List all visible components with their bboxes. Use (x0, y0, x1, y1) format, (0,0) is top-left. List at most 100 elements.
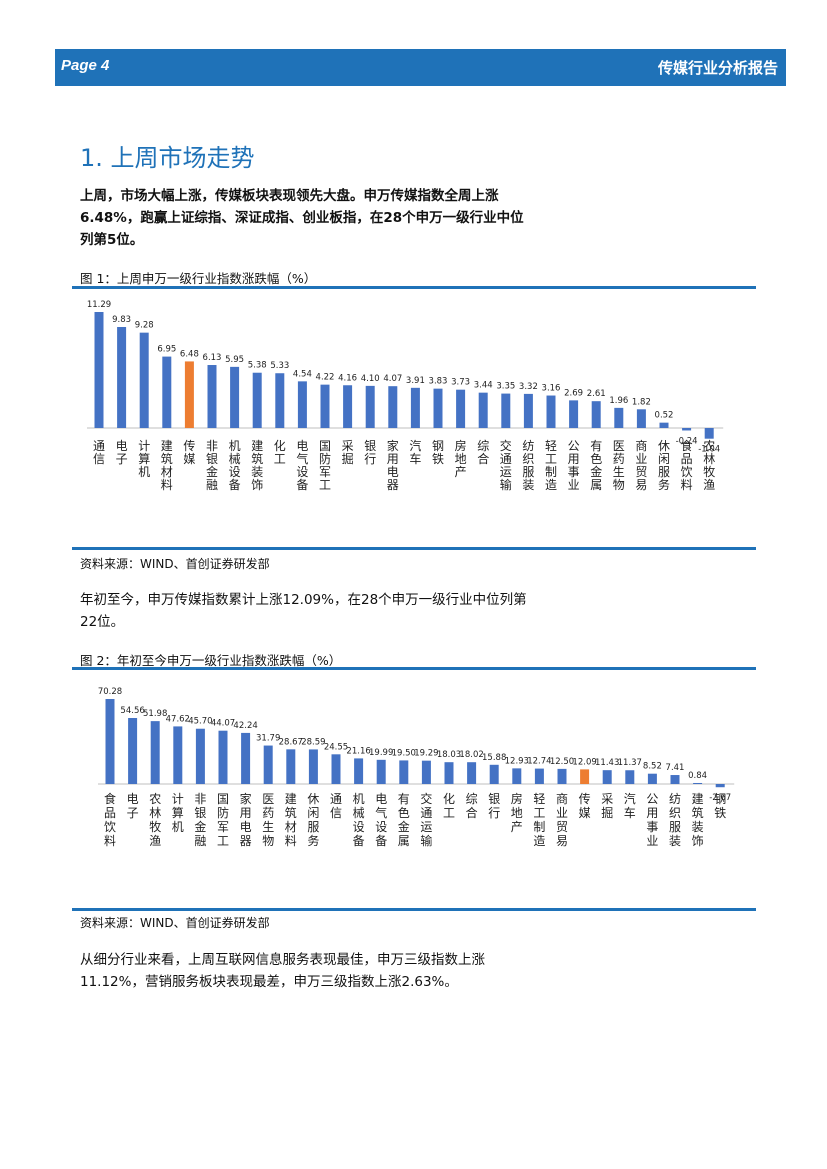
category-label-char: 装 (251, 465, 263, 479)
data-label: 4.07 (383, 374, 402, 384)
category-label-char: 业 (556, 806, 568, 820)
category-label-char: 料 (104, 834, 116, 848)
category-label-char: 筑 (251, 451, 263, 466)
data-label: 1.82 (632, 397, 651, 407)
bar-计算机 (139, 332, 149, 428)
category-label-char: 掘 (342, 451, 354, 466)
category-label-char: 军 (319, 465, 331, 479)
bar-电气设备 (297, 381, 307, 428)
category-label-char: 造 (545, 478, 557, 492)
category-label-char: 品 (104, 806, 116, 820)
category-label-char: 电 (375, 792, 387, 806)
category-label-char: 易 (635, 478, 647, 492)
data-label: 18.02 (459, 750, 483, 760)
category-label-char: 媒 (579, 806, 591, 820)
category-label-char: 制 (533, 820, 545, 834)
bar-公用事业 (647, 773, 657, 784)
bar-公用事业 (569, 400, 579, 428)
data-label: 1.96 (609, 396, 628, 406)
category-label-char: 器 (387, 478, 399, 492)
data-label: 54.56 (120, 706, 144, 716)
category-label-char: 子 (127, 806, 139, 820)
category-label-char: 工 (319, 478, 331, 492)
category-label-char: 属 (398, 834, 410, 848)
category-label-char: 行 (488, 806, 500, 820)
category-label-char: 用 (646, 806, 658, 820)
category-label-char: 电 (116, 439, 128, 453)
category-label-char: 通 (500, 452, 512, 466)
data-label: 19.99 (369, 748, 393, 758)
bar-休闲服务 (308, 749, 318, 784)
category-label-char: 金 (194, 819, 206, 834)
category-label-char: 食 (681, 438, 693, 453)
bar-汽车 (410, 387, 420, 428)
category-label-char: 林 (149, 806, 161, 820)
figure1-chart: 11.29通信9.83电子9.28计算机6.95建筑材料6.48传媒6.13非银… (87, 300, 724, 492)
category-label-char: 业 (635, 452, 647, 466)
category-label-char: 交 (500, 438, 512, 453)
category-label-char: 银 (488, 792, 500, 806)
category-label-char: 轻 (545, 439, 557, 453)
category-label-char: 家 (387, 438, 399, 453)
category-label-char: 化 (274, 439, 286, 453)
category-label-char: 公 (568, 439, 580, 453)
data-label: 19.29 (414, 749, 438, 759)
category-label-char: 工 (217, 834, 229, 848)
category-label-char: 闲 (307, 806, 319, 820)
category-label-char: 设 (229, 465, 241, 479)
report-title: 传媒行业分析报告 (657, 59, 778, 77)
category-label-char: 合 (477, 451, 489, 466)
category-label-char: 计 (172, 792, 184, 806)
category-label-char: 子 (116, 452, 128, 466)
category-label-char: 商 (556, 791, 568, 806)
data-label: 28.67 (279, 737, 303, 747)
category-label-char: 筑 (692, 805, 704, 820)
bar-通信 (94, 312, 104, 428)
category-label-char: 材 (285, 820, 297, 834)
figure2-bottom-rule (72, 908, 756, 911)
category-label-char: 交 (420, 791, 432, 806)
bar-机械设备 (230, 366, 240, 428)
data-label: 9.28 (135, 321, 154, 331)
data-label: 8.52 (643, 762, 662, 772)
category-label-char: 贸 (635, 465, 647, 479)
category-label-char: 钢 (714, 792, 726, 806)
category-label-char: 备 (229, 478, 241, 492)
category-label-char: 房 (455, 438, 467, 453)
data-label: 2.61 (587, 389, 606, 399)
bar-医药生物 (263, 745, 273, 784)
category-label-char: 非 (206, 439, 218, 453)
bar-农林牧渔 (704, 428, 714, 439)
category-label-char: 饮 (104, 820, 116, 834)
category-label-char: 轻 (533, 792, 545, 806)
figure2-source: 资料来源：WIND、首创证券研发部 (80, 916, 270, 930)
category-label-char: 制 (545, 465, 557, 479)
category-label-char: 业 (646, 834, 658, 848)
category-label-char: 家 (240, 791, 252, 806)
category-label-char: 饮 (681, 465, 693, 479)
category-label-char: 备 (296, 478, 308, 492)
data-label: 15.88 (482, 753, 506, 763)
category-label-char: 综 (477, 439, 489, 453)
category-label-char: 设 (375, 820, 387, 834)
data-label: 12.50 (550, 757, 574, 767)
category-label-char: 合 (466, 805, 478, 820)
category-label-char: 电 (296, 439, 308, 453)
data-label: 70.28 (98, 687, 122, 697)
data-label: 4.16 (338, 373, 357, 383)
bar-休闲服务 (659, 422, 669, 428)
category-label-char: 料 (285, 834, 297, 848)
category-label-char: 机 (353, 792, 365, 806)
category-label-char: 防 (217, 805, 229, 820)
category-label-char: 运 (420, 820, 432, 834)
bar-建筑装饰 (693, 782, 703, 784)
category-label-char: 建 (285, 792, 297, 806)
figure1-bottom-rule (72, 547, 756, 550)
category-label-char: 通 (420, 806, 432, 820)
category-label-char: 用 (387, 452, 399, 466)
bar-纺织服装 (523, 393, 533, 428)
category-label-char: 输 (500, 477, 512, 492)
category-label-char: 机 (229, 439, 241, 453)
category-label-char: 媒 (183, 452, 195, 466)
bar-轻工制造 (546, 395, 556, 428)
